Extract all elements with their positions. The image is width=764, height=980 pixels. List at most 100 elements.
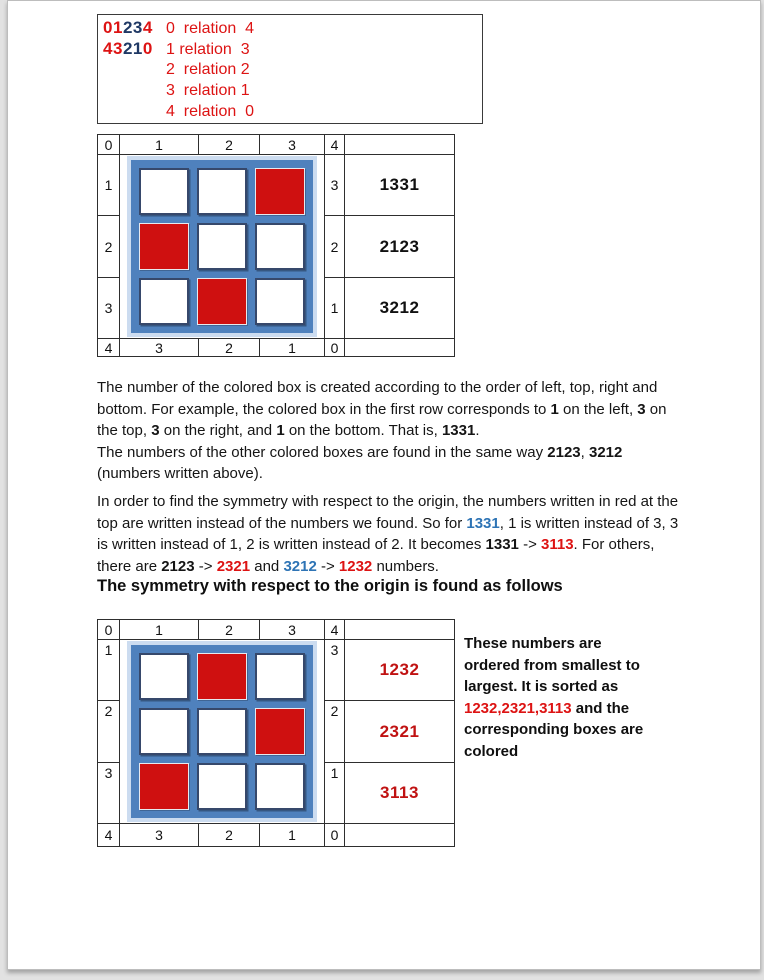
left-index-cell: 2 [97, 215, 120, 278]
right-index-cell: 3 [324, 154, 345, 216]
empty-cell [344, 823, 455, 847]
grid-cell-colored [197, 278, 247, 325]
grid-cell [197, 708, 247, 755]
right-index-cell: 3 [324, 639, 345, 701]
sequence-digit: 0 [103, 18, 113, 37]
index-cell: 4 [324, 619, 345, 640]
text-segment: These numbers are ordered from smallest … [464, 635, 640, 695]
right-index-cell: 2 [324, 215, 345, 278]
digit-sequence: 43210 [103, 38, 166, 59]
index-cell: 4 [97, 338, 120, 357]
text-segment: 3113 [541, 536, 574, 553]
relation-row: 4 relation 0 [103, 101, 482, 122]
grid-holder-cell [119, 639, 325, 824]
sequence-digit: 2 [122, 39, 133, 58]
grid-cell [255, 223, 305, 270]
digit-sequence: 01234 [103, 17, 166, 38]
empty-cell [344, 338, 455, 357]
text-segment: 3 [151, 422, 160, 439]
index-cell: 4 [324, 134, 345, 155]
sequence-digit: 4 [103, 39, 113, 58]
sequence-digit: 4 [142, 18, 153, 37]
text-segment: 1232,2321,3113 [464, 699, 572, 717]
text-segment: on the bottom. That is, [284, 422, 442, 439]
text-segment: 2123 [161, 557, 195, 575]
text-segment: on the right, and [159, 422, 277, 439]
text-segment: on the top, [97, 400, 671, 440]
right-index-cell: 1 [324, 277, 345, 339]
text-segment: 3212 [283, 557, 317, 575]
text-segment: . For others, there are [97, 536, 659, 575]
sequence-digit: 1 [132, 39, 143, 58]
grid-cell-colored [255, 168, 305, 215]
grid-cell-colored [255, 708, 305, 755]
relation-text: 0 relation 4 [166, 20, 255, 37]
grid-cell [139, 278, 189, 325]
grid-cell [255, 278, 305, 325]
text-segment: 1 [276, 422, 285, 439]
paragraph-1: The number of the colored box is created… [97, 377, 689, 485]
index-cell: 3 [119, 338, 199, 357]
index-cell: 0 [324, 338, 345, 357]
text-segment: The number of the colored box is created… [97, 379, 662, 418]
left-index-cell: 3 [97, 277, 120, 339]
sequence-digit: 0 [142, 39, 153, 58]
left-index-cell: 2 [97, 700, 120, 763]
text-segment: 1331 [441, 422, 476, 439]
grid-cell-colored [139, 763, 189, 810]
index-cell: 1 [259, 823, 325, 847]
grid-cell [255, 653, 305, 700]
index-cell: 0 [97, 619, 120, 640]
text-segment: -> [194, 557, 217, 575]
section-heading: The symmetry with respect to the origin … [97, 577, 563, 595]
text-segment: 2321 [216, 557, 251, 575]
index-cell: 1 [119, 134, 199, 155]
paragraph-2: In order to find the symmetry with respe… [97, 491, 689, 577]
index-cell: 0 [324, 823, 345, 847]
text-segment: 3 [637, 400, 646, 418]
index-cell: 2 [198, 134, 260, 155]
index-cell: 3 [119, 823, 199, 847]
grid-cell [139, 708, 189, 755]
sequence-digit: 3 [132, 18, 143, 37]
mapping-table-2: 0 1 2 3 4 1 3 1232 2 2 2321 3 1 3113 4 3 2 1 0 [97, 619, 455, 847]
relation-text: 4 relation 0 [166, 103, 255, 120]
left-index-cell: 3 [97, 762, 120, 824]
text-segment: and [250, 557, 284, 575]
left-index-cell: 1 [97, 639, 120, 701]
grid-graphic [127, 156, 317, 337]
index-cell: 4 [97, 823, 120, 847]
index-cell: 1 [259, 338, 325, 357]
grid-cell [197, 763, 247, 810]
text-segment: 1 [550, 400, 559, 418]
relation-text: 2 relation 2 [166, 61, 250, 78]
text-segment: , 1 is written instead of 3, 3 is writte… [97, 514, 683, 554]
index-cell: 1 [119, 619, 199, 640]
value-cell: 2123 [344, 215, 455, 278]
relation-row: 2 relation 2 [103, 59, 482, 80]
text-segment: on the left, [558, 400, 638, 418]
value-cell: 1232 [344, 639, 455, 701]
value-cell: 2321 [344, 700, 455, 763]
grid-cell [139, 653, 189, 700]
text-segment: The numbers of the other colored boxes a… [97, 443, 548, 461]
text-segment: 2123 [547, 443, 581, 461]
left-index-cell: 1 [97, 154, 120, 216]
grid-cell-colored [139, 223, 189, 270]
relation-text: 3 relation 1 [166, 82, 250, 99]
text-segment: 1331 [466, 514, 500, 532]
text-segment: -> [518, 536, 541, 553]
grid-cell [255, 763, 305, 810]
index-cell: 2 [198, 338, 260, 357]
value-cell: 3113 [344, 762, 455, 824]
text-segment: 1232 [338, 557, 373, 575]
sequence-digit: 3 [112, 39, 123, 58]
relation-row: 01234 0 relation 4 [103, 17, 482, 38]
text-segment: . [475, 422, 480, 439]
text-segment: (numbers written above). [97, 443, 627, 482]
text-segment: In order to find the symmetry with respe… [97, 493, 683, 532]
